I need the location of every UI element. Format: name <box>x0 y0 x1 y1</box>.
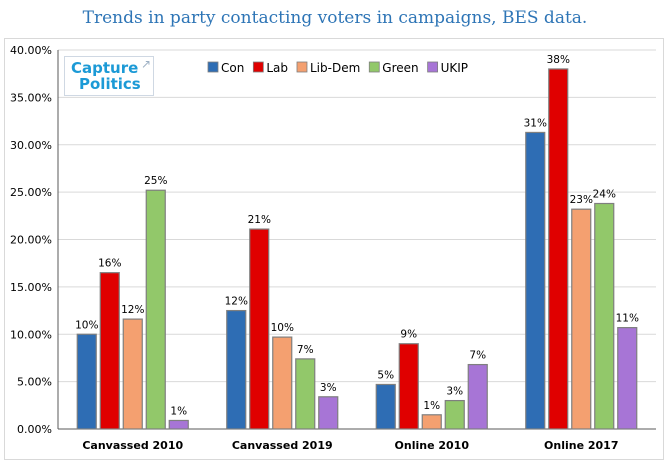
bar-ukip <box>318 396 339 430</box>
bar-lab <box>99 272 120 430</box>
y-tick-label: 15.00% <box>10 281 52 294</box>
data-label: 9% <box>400 329 417 341</box>
bar-lib-dem <box>272 336 293 430</box>
y-tick-label: 5.00% <box>17 376 52 389</box>
external-arrow-icon: ↗ <box>140 57 151 71</box>
y-tick-label: 10.00% <box>10 328 52 341</box>
y-tick-label: 0.00% <box>17 423 52 436</box>
data-label: 10% <box>271 322 294 334</box>
bar-con <box>525 131 546 430</box>
chart-title: Trends in party contacting voters in cam… <box>82 8 588 28</box>
bar-lab <box>249 228 270 430</box>
bar-ukip <box>168 419 189 430</box>
bar-lib-dem <box>421 414 442 430</box>
data-label: 1% <box>170 405 187 417</box>
data-label: 24% <box>593 188 616 200</box>
data-label: 21% <box>248 214 271 226</box>
data-label: 7% <box>297 344 314 356</box>
bar-ukip <box>467 363 488 430</box>
data-label: 31% <box>524 117 547 129</box>
legend-label: UKIP <box>441 61 468 75</box>
bar-con <box>375 383 396 430</box>
bar-con <box>76 333 97 430</box>
category-label: Canvassed 2019 <box>232 439 333 452</box>
bar-green <box>145 189 166 430</box>
y-tick-label: 35.00% <box>10 91 52 104</box>
bar-lab <box>398 343 419 430</box>
category-label: Online 2017 <box>544 439 618 452</box>
data-label: 16% <box>98 258 121 270</box>
bar-lib-dem <box>571 208 592 430</box>
y-tick-label: 20.00% <box>10 234 52 247</box>
data-label: 1% <box>423 400 440 412</box>
data-label: 12% <box>121 304 144 316</box>
y-tick-label: 40.00% <box>10 44 52 57</box>
legend-swatch-green <box>368 61 380 73</box>
data-label: 38% <box>547 54 570 66</box>
category-label: Canvassed 2010 <box>82 439 183 452</box>
data-label: 23% <box>570 194 593 206</box>
bar-con <box>226 309 247 430</box>
legend-swatch-con <box>207 61 219 73</box>
y-tick-label: 30.00% <box>10 139 52 152</box>
capture-politics-logo: Capture Politics ↗ <box>64 56 154 96</box>
chart-area <box>4 38 664 460</box>
data-label: 12% <box>225 296 248 308</box>
bar-ukip <box>617 327 638 430</box>
category-label: Online 2010 <box>395 439 470 452</box>
bar-green <box>295 358 316 430</box>
bar-green <box>444 399 465 430</box>
logo-line1: Capture <box>71 59 139 77</box>
data-label: 11% <box>616 313 639 325</box>
legend-label: Lab <box>266 61 288 75</box>
legend-swatch-lab <box>252 61 264 73</box>
legend-label: Lib-Dem <box>310 61 360 75</box>
legend-swatch-ukip <box>427 61 439 73</box>
logo-line2: Politics <box>79 75 141 93</box>
bar-lab <box>548 68 569 430</box>
data-label: 25% <box>144 175 167 187</box>
bar-lib-dem <box>122 318 143 430</box>
data-label: 3% <box>446 386 463 398</box>
bar-green <box>594 202 615 430</box>
data-label: 5% <box>377 369 394 381</box>
data-label: 10% <box>75 319 98 331</box>
y-tick-label: 25.00% <box>10 186 52 199</box>
legend-swatch-lib-dem <box>296 61 308 73</box>
data-label: 3% <box>320 382 337 394</box>
legend-label: Con <box>221 61 244 75</box>
legend-label: Green <box>382 61 418 75</box>
data-label: 7% <box>469 350 486 362</box>
